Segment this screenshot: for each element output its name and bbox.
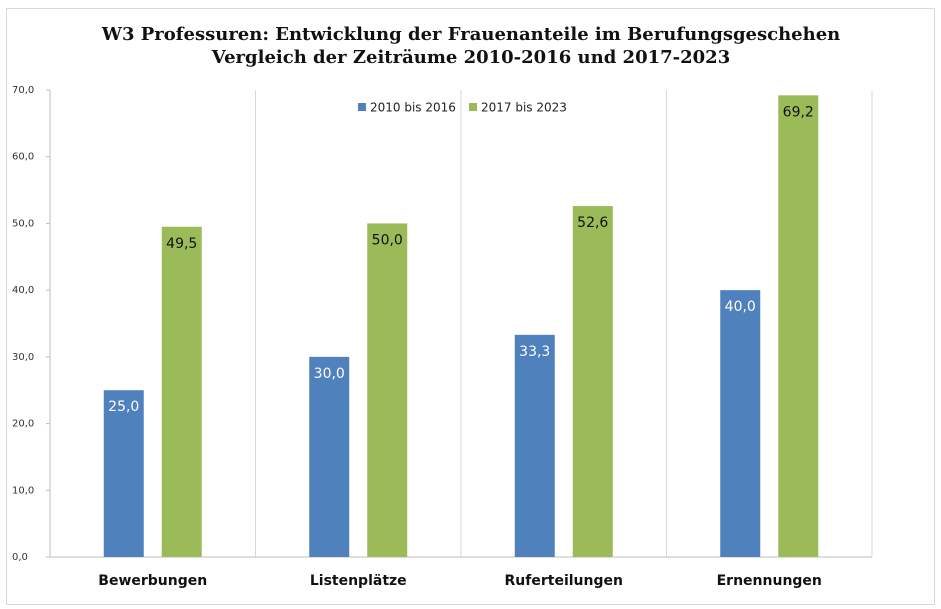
x-tick-label: Ruferteilungen bbox=[505, 573, 623, 589]
value-label: 40,0 bbox=[725, 299, 756, 315]
bar bbox=[778, 95, 819, 557]
y-tick-label: 50,0 bbox=[12, 218, 34, 229]
y-tick-label: 20,0 bbox=[12, 419, 34, 430]
value-label: 49,5 bbox=[166, 236, 197, 252]
x-tick-label: Bewerbungen bbox=[98, 573, 207, 589]
legend-swatch bbox=[358, 103, 366, 111]
x-tick-label: Listenplätze bbox=[310, 573, 407, 589]
y-tick-label: 0,0 bbox=[12, 552, 28, 563]
chart-subtitle: Vergleich der Zeiträume 2010-2016 und 20… bbox=[211, 47, 730, 68]
y-tick-label: 10,0 bbox=[12, 485, 34, 496]
chart-title: W3 Professuren: Entwicklung der Frauenan… bbox=[101, 24, 841, 45]
legend-label: 2010 bis 2016 bbox=[370, 101, 456, 115]
bar bbox=[103, 390, 144, 557]
bar bbox=[514, 334, 555, 557]
value-label: 52,6 bbox=[577, 215, 608, 231]
y-tick-label: 40,0 bbox=[12, 285, 34, 296]
bar bbox=[572, 206, 613, 557]
y-tick-label: 60,0 bbox=[12, 152, 34, 163]
x-tick-label: Ernennungen bbox=[717, 573, 822, 589]
bar bbox=[161, 226, 202, 557]
value-label: 30,0 bbox=[314, 366, 345, 382]
y-tick-label: 30,0 bbox=[12, 352, 34, 363]
value-label: 69,2 bbox=[783, 104, 814, 120]
legend-swatch bbox=[469, 103, 477, 111]
bar bbox=[367, 223, 408, 557]
value-label: 25,0 bbox=[108, 399, 139, 415]
value-label: 50,0 bbox=[372, 232, 403, 248]
bar bbox=[720, 290, 761, 557]
legend-label: 2017 bis 2023 bbox=[481, 101, 567, 115]
value-label: 33,3 bbox=[519, 344, 550, 360]
bar bbox=[309, 356, 350, 557]
y-tick-label: 70,0 bbox=[12, 85, 34, 96]
